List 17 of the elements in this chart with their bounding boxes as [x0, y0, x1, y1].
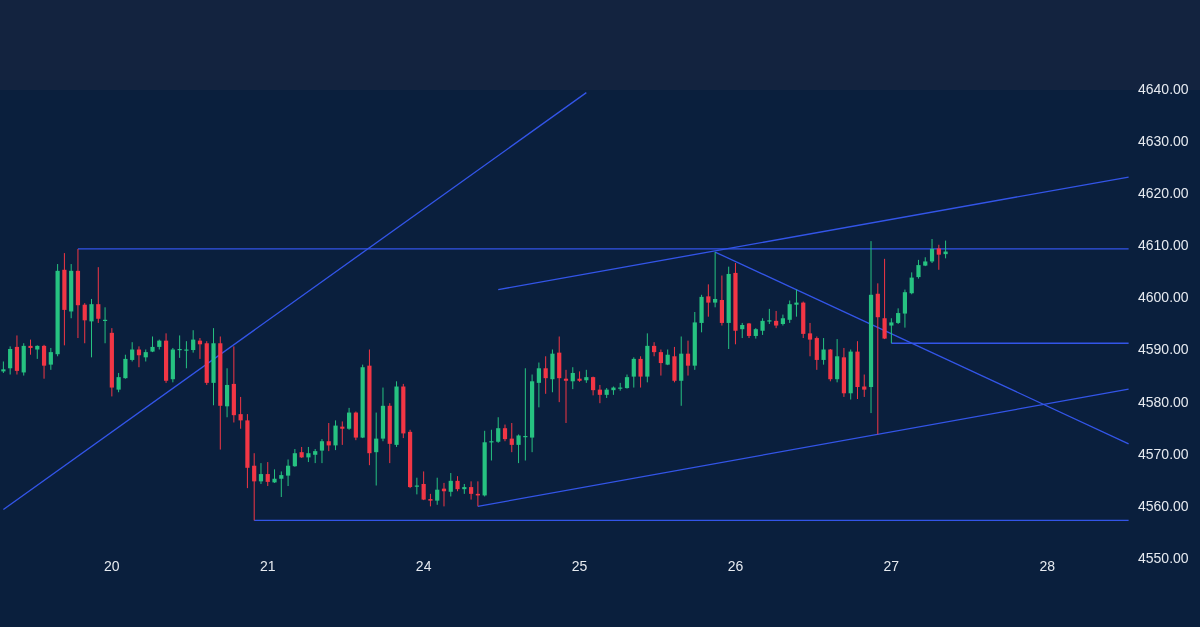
- x-tick-label: 21: [259, 558, 276, 575]
- y-tick-label: 4580.00: [1138, 393, 1189, 410]
- y-tick-label: 4630.00: [1138, 132, 1189, 149]
- y-tick-label: 4610.00: [1138, 237, 1189, 254]
- x-tick-label: 27: [883, 558, 900, 575]
- x-tick-label: 28: [1039, 558, 1056, 575]
- y-tick-label: 4560.00: [1138, 497, 1189, 514]
- x-tick-label: 26: [727, 558, 744, 575]
- y-tick-label: 4590.00: [1138, 341, 1189, 358]
- y-tick-label: 4550.00: [1138, 549, 1189, 566]
- x-tick-label: 25: [571, 558, 588, 575]
- y-tick-label: 4600.00: [1138, 289, 1189, 306]
- y-tick-label: 4570.00: [1138, 445, 1189, 462]
- y-tick-label: 4640.00: [1138, 80, 1189, 97]
- x-tick-label: 20: [104, 558, 120, 575]
- y-tick-label: 4620.00: [1138, 185, 1189, 202]
- x-tick-label: 24: [415, 558, 432, 575]
